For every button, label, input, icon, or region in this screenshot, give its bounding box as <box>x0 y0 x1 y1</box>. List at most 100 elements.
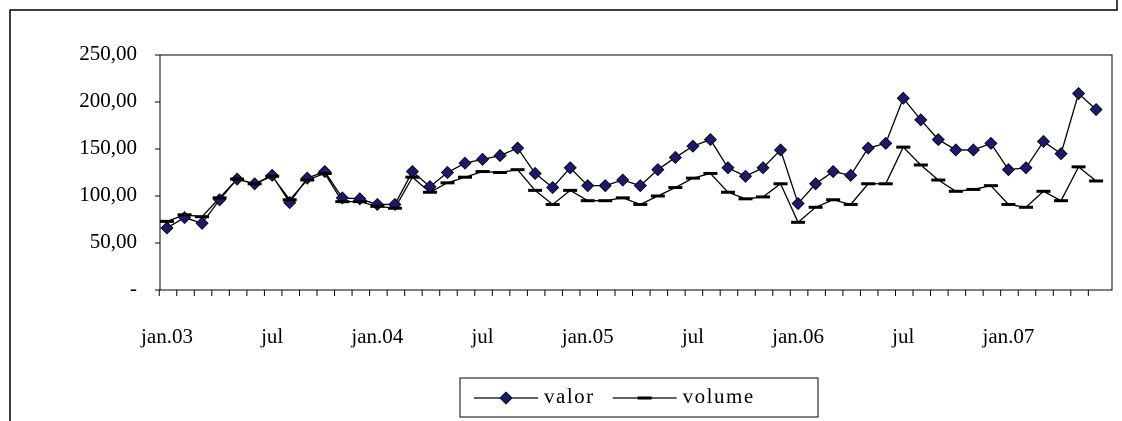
data-point <box>475 170 490 174</box>
data-point <box>861 182 876 186</box>
data-point <box>808 205 823 209</box>
data-point <box>1071 165 1086 169</box>
data-point <box>686 139 700 153</box>
data-point <box>633 202 648 206</box>
data-point <box>668 150 682 165</box>
data-point <box>879 136 893 150</box>
data-point <box>896 91 910 105</box>
x-tick-label: jul <box>470 324 493 348</box>
data-point <box>809 177 823 191</box>
y-tick-label: 100,00 <box>79 182 137 206</box>
data-point <box>335 200 350 204</box>
data-point <box>195 216 209 230</box>
y-tick-label: 200,00 <box>79 88 137 112</box>
data-point <box>791 220 806 224</box>
data-point <box>1089 102 1103 117</box>
legend-label: volume <box>683 384 755 408</box>
data-point <box>1001 163 1016 177</box>
data-point <box>598 179 612 193</box>
data-point <box>510 168 525 172</box>
series-line <box>166 92 1097 229</box>
data-point <box>738 169 753 183</box>
data-point <box>948 189 963 193</box>
x-tick-label: jan.07 <box>981 324 1034 348</box>
data-point <box>1071 86 1086 101</box>
data-point <box>1054 199 1069 203</box>
data-point <box>160 219 174 223</box>
data-point <box>528 188 543 192</box>
data-point <box>826 164 840 179</box>
data-point <box>966 187 981 191</box>
data-point <box>282 198 297 202</box>
data-point <box>826 198 841 202</box>
data-point <box>422 190 437 194</box>
data-point <box>685 176 700 180</box>
data-point <box>668 186 683 190</box>
plot-area <box>159 54 1113 291</box>
legend-marker <box>637 396 652 400</box>
data-point <box>317 171 332 175</box>
data-point <box>896 145 911 149</box>
data-point <box>1054 147 1068 161</box>
x-tick-label: jan.05 <box>561 324 614 348</box>
data-point <box>300 178 315 182</box>
x-tick-label: jul <box>891 324 914 348</box>
data-point <box>247 182 262 186</box>
x-tick-label: jul <box>260 324 283 348</box>
data-point <box>1001 202 1016 206</box>
data-point <box>861 141 875 155</box>
data-point <box>563 188 578 192</box>
data-point <box>914 113 928 127</box>
data-point <box>493 171 508 174</box>
data-point <box>616 173 630 187</box>
data-point <box>440 165 455 180</box>
data-point <box>738 197 753 201</box>
data-point <box>440 181 455 185</box>
y-tick-label: 150,00 <box>79 135 137 159</box>
x-tick-label: jan.03 <box>140 324 193 348</box>
data-point <box>651 163 665 177</box>
data-point <box>230 177 245 181</box>
x-tick-label: jan.04 <box>350 324 403 348</box>
data-point <box>931 133 945 147</box>
data-point <box>598 199 613 203</box>
data-point <box>791 196 805 211</box>
legend-label: valor <box>544 384 595 408</box>
data-point <box>721 161 735 175</box>
data-point <box>405 175 420 179</box>
data-point <box>563 161 577 175</box>
data-point <box>1036 134 1051 149</box>
data-point <box>756 195 771 199</box>
data-point <box>493 149 507 163</box>
data-point <box>703 133 717 147</box>
data-point <box>195 215 210 219</box>
data-point <box>966 143 980 157</box>
data-point <box>1036 189 1051 193</box>
data-point <box>844 168 858 182</box>
data-point <box>370 197 384 212</box>
data-point <box>318 164 332 179</box>
data-point <box>580 199 595 203</box>
data-point <box>300 171 314 185</box>
data-point <box>949 143 963 157</box>
series-line <box>166 146 1097 224</box>
data-point <box>545 202 560 206</box>
data-point <box>633 179 647 193</box>
data-point <box>650 194 665 198</box>
data-point <box>581 179 595 193</box>
data-point <box>160 221 174 235</box>
data-point <box>546 180 560 195</box>
data-point <box>370 204 385 208</box>
data-point <box>931 178 946 182</box>
data-point <box>773 182 788 186</box>
data-point <box>475 152 490 166</box>
data-point <box>511 141 525 155</box>
data-point <box>878 182 893 186</box>
legend-marker <box>499 391 513 405</box>
data-point <box>212 196 227 200</box>
x-tick-label: jul <box>681 324 704 348</box>
data-point <box>913 163 928 167</box>
chart-frame <box>9 0 1118 421</box>
data-point <box>703 171 718 175</box>
